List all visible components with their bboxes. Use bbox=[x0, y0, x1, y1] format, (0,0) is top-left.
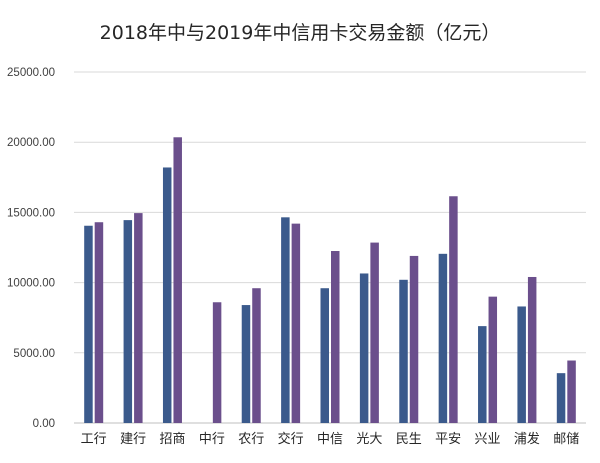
bar-series-1 bbox=[162, 167, 172, 423]
bar-series-1 bbox=[556, 373, 566, 423]
bar-series-1 bbox=[241, 305, 251, 423]
x-tick-label: 中信 bbox=[317, 432, 343, 447]
bar-series-2 bbox=[567, 360, 576, 423]
x-tick-label: 平安 bbox=[435, 432, 461, 447]
chart-title: 2018年中与2019年中信用卡交易金额（亿元） bbox=[99, 22, 501, 44]
bar-series-2 bbox=[252, 288, 261, 423]
y-tick-label: 20000.00 bbox=[7, 137, 55, 149]
x-tick-label: 招商 bbox=[159, 432, 185, 447]
y-tick-label: 15000.00 bbox=[7, 207, 55, 219]
bar-series-2 bbox=[370, 242, 379, 423]
bar-series-2 bbox=[173, 137, 182, 423]
bar-series-1 bbox=[399, 279, 408, 423]
bar-series-1 bbox=[438, 253, 448, 423]
x-tick-label: 光大 bbox=[356, 432, 382, 447]
x-tick-label: 民生 bbox=[396, 432, 422, 447]
bar-series-1 bbox=[359, 273, 369, 423]
x-tick-label: 浦发 bbox=[514, 431, 540, 447]
bar-series-1 bbox=[84, 225, 93, 423]
bar-series-1 bbox=[478, 326, 487, 423]
x-tick-label: 交行 bbox=[278, 431, 304, 447]
x-tick-label: 邮储 bbox=[553, 432, 579, 447]
x-tick-label: 工行 bbox=[81, 432, 107, 447]
x-tick-label: 农行 bbox=[238, 432, 264, 447]
bar-series-2 bbox=[291, 223, 301, 423]
bar-series-1 bbox=[517, 306, 526, 423]
bar-series-2 bbox=[94, 222, 104, 423]
bar-series-2 bbox=[409, 255, 419, 423]
bar-series-2 bbox=[488, 296, 498, 423]
bar-series-1 bbox=[281, 217, 290, 423]
y-tick-label: 0.00 bbox=[33, 418, 55, 430]
bar-series-1 bbox=[320, 288, 329, 423]
bar-series-2 bbox=[331, 251, 340, 423]
bar-series-1 bbox=[123, 220, 133, 423]
y-tick-label: 25000.00 bbox=[7, 67, 55, 79]
y-tick-label: 5000.00 bbox=[13, 348, 55, 360]
bar-series-2 bbox=[449, 196, 458, 423]
bar-series-2 bbox=[527, 276, 537, 423]
y-tick-label: 10000.00 bbox=[7, 278, 55, 290]
x-tick-label: 建行 bbox=[120, 432, 146, 447]
x-tick-label: 中行 bbox=[199, 432, 225, 447]
bar-series-2 bbox=[212, 302, 222, 423]
bar-series-2 bbox=[134, 213, 143, 423]
x-tick-label: 兴业 bbox=[475, 432, 501, 447]
